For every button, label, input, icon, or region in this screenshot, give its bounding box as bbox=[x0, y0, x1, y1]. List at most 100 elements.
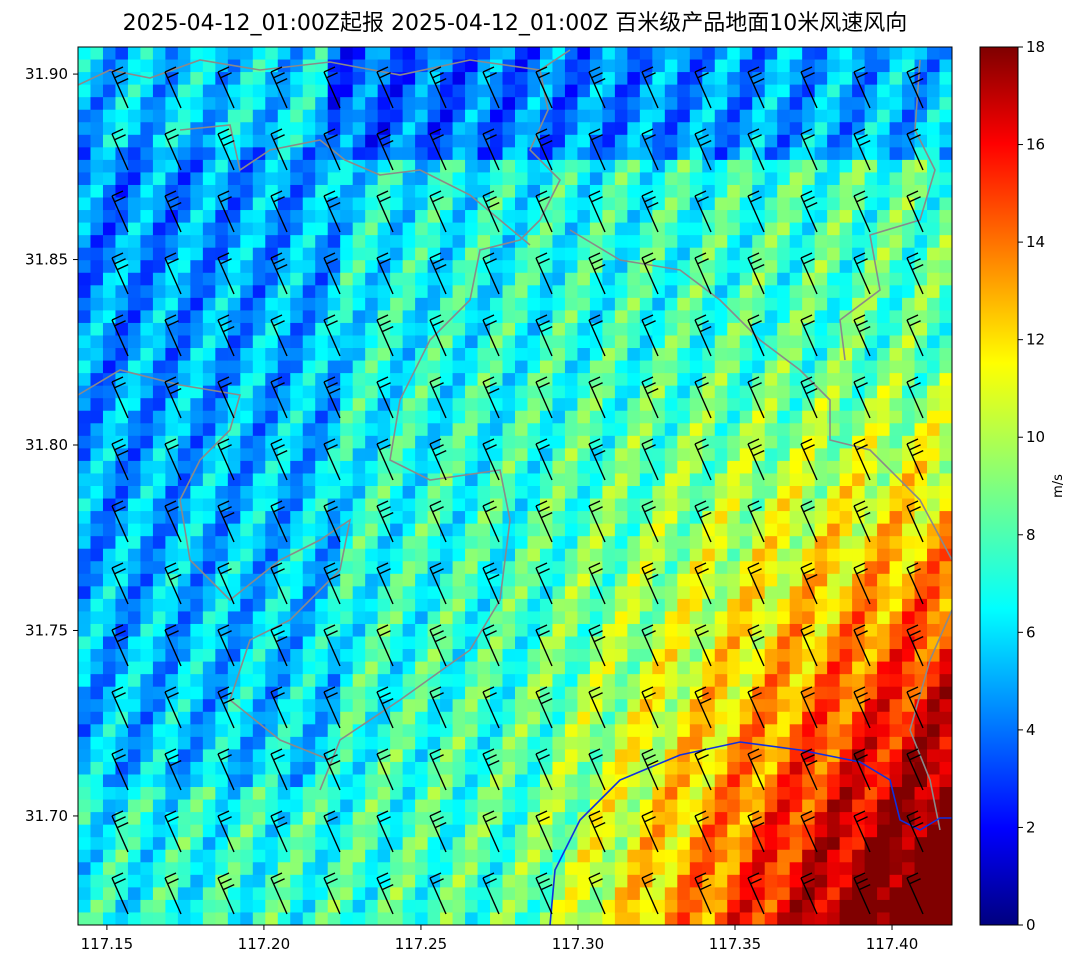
field-cell bbox=[552, 385, 566, 399]
field-cell bbox=[539, 849, 554, 863]
field-cell bbox=[140, 724, 154, 738]
field-cell bbox=[889, 899, 903, 914]
field-cell bbox=[477, 147, 491, 161]
field-cell bbox=[502, 134, 516, 148]
field-cell bbox=[78, 523, 92, 537]
field-cell bbox=[602, 874, 616, 888]
field-cell bbox=[340, 72, 354, 86]
field-cell bbox=[240, 410, 254, 424]
field-cell bbox=[215, 460, 229, 475]
field-cell bbox=[240, 134, 254, 148]
field-cell bbox=[827, 486, 841, 500]
field-cell bbox=[702, 473, 716, 487]
field-cell bbox=[427, 511, 441, 525]
field-cell bbox=[839, 435, 853, 449]
field-cell bbox=[614, 849, 628, 863]
field-cell bbox=[402, 59, 416, 73]
field-cell bbox=[789, 235, 803, 249]
field-cell bbox=[552, 235, 566, 249]
field-cell bbox=[814, 460, 828, 475]
field-cell bbox=[165, 285, 179, 299]
field-cell bbox=[165, 611, 179, 625]
field-cell bbox=[340, 837, 354, 851]
field-cell bbox=[702, 887, 716, 901]
field-cell bbox=[777, 899, 791, 914]
field-cell bbox=[277, 423, 291, 437]
field-cell bbox=[302, 222, 316, 236]
field-cell bbox=[727, 498, 741, 512]
field-cell bbox=[527, 109, 541, 123]
field-cell bbox=[390, 486, 404, 500]
field-cell bbox=[465, 649, 479, 663]
field-cell bbox=[377, 661, 391, 675]
field-cell bbox=[552, 435, 566, 449]
field-cell bbox=[315, 486, 329, 500]
field-cell bbox=[664, 674, 678, 688]
field-cell bbox=[902, 473, 916, 487]
field-cell bbox=[877, 699, 891, 713]
field-cell bbox=[90, 761, 104, 776]
field-cell bbox=[777, 260, 791, 274]
field-cell bbox=[927, 498, 941, 512]
field-cell bbox=[227, 272, 241, 286]
field-cell bbox=[252, 272, 266, 286]
field-cell bbox=[939, 824, 952, 838]
field-cell bbox=[652, 210, 666, 224]
field-cell bbox=[152, 235, 166, 249]
field-cell bbox=[577, 197, 591, 211]
field-cell bbox=[652, 623, 666, 638]
field-cell bbox=[652, 674, 666, 688]
field-cell bbox=[277, 197, 291, 211]
field-cell bbox=[390, 636, 404, 650]
field-cell bbox=[602, 310, 616, 324]
field-cell bbox=[440, 59, 454, 73]
field-cell bbox=[877, 636, 891, 650]
field-cell bbox=[152, 887, 166, 901]
field-cell bbox=[465, 460, 479, 475]
field-cell bbox=[527, 197, 541, 211]
field-cell bbox=[415, 912, 429, 925]
field-cell bbox=[90, 435, 104, 449]
field-cell bbox=[327, 536, 341, 550]
field-cell bbox=[564, 310, 579, 324]
field-cell bbox=[927, 297, 941, 311]
field-cell bbox=[864, 674, 878, 688]
field-cell bbox=[677, 398, 691, 412]
field-cell bbox=[502, 711, 516, 725]
field-cell bbox=[502, 623, 516, 638]
field-cell bbox=[90, 598, 104, 613]
field-cell bbox=[777, 912, 791, 925]
field-cell bbox=[477, 536, 491, 550]
field-cell bbox=[652, 749, 666, 763]
field-cell bbox=[252, 736, 266, 750]
field-cell bbox=[340, 586, 354, 600]
field-cell bbox=[127, 862, 142, 876]
field-cell bbox=[727, 385, 741, 399]
field-cell bbox=[602, 824, 616, 838]
field-cell bbox=[727, 260, 741, 274]
field-cell bbox=[102, 611, 117, 625]
field-cell bbox=[502, 348, 516, 362]
field-cell bbox=[402, 649, 416, 663]
field-cell bbox=[402, 661, 416, 675]
field-cell bbox=[290, 184, 304, 199]
field-cell bbox=[664, 435, 678, 449]
field-cell bbox=[827, 874, 841, 888]
field-cell bbox=[914, 310, 928, 324]
field-cell bbox=[864, 322, 878, 337]
field-cell bbox=[602, 636, 616, 650]
field-cell bbox=[227, 72, 241, 86]
field-cell bbox=[677, 423, 691, 437]
barb-staff bbox=[376, 71, 394, 109]
barb-feather bbox=[803, 72, 815, 79]
field-cell bbox=[639, 548, 653, 562]
field-cell bbox=[839, 674, 853, 688]
field-cell bbox=[252, 448, 266, 462]
field-cell bbox=[290, 686, 304, 700]
field-cell bbox=[852, 59, 866, 73]
field-cell bbox=[365, 423, 379, 437]
field-cell bbox=[577, 561, 591, 575]
field-cell bbox=[365, 862, 379, 876]
field-cell bbox=[78, 360, 92, 374]
field-cell bbox=[340, 59, 354, 73]
